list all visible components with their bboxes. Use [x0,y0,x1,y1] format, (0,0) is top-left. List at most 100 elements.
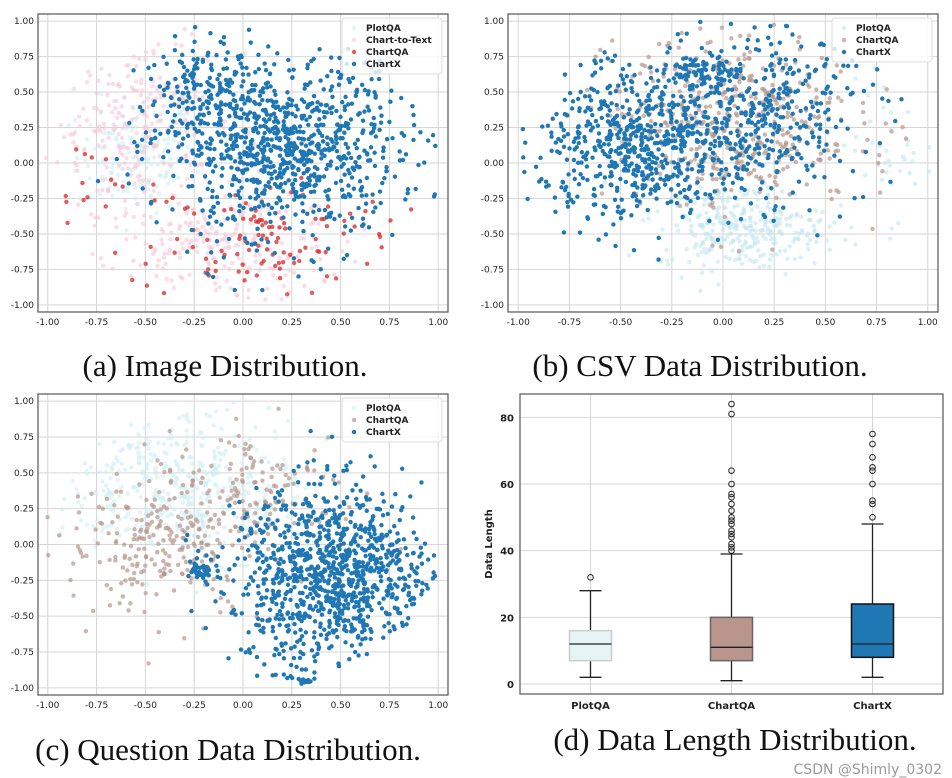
data-point [82,496,87,501]
data-point [104,582,109,588]
data-point [781,105,787,110]
data-point [783,271,788,277]
data-point [331,571,337,577]
data-point [184,439,190,445]
data-point [716,157,721,162]
data-point [743,232,749,237]
data-point [232,443,237,449]
data-point [804,182,809,187]
data-point [785,114,790,120]
data-point [104,496,110,502]
data-point [209,62,214,67]
data-point [622,132,628,138]
data-point [239,185,244,190]
data-point [205,271,210,276]
data-point [143,130,149,135]
data-point [91,608,96,614]
data-point [123,528,128,533]
data-point [200,59,206,64]
data-point [276,406,281,411]
data-point [340,194,346,199]
data-point [191,132,197,138]
data-point [349,175,355,180]
data-point [270,272,276,278]
data-point [291,67,296,72]
data-point [162,450,167,455]
data-point [262,61,267,66]
data-point [268,84,273,89]
data-point [371,209,376,215]
data-point [307,182,312,188]
data-point [71,593,76,598]
data-point [180,241,185,246]
data-point [758,253,763,259]
data-point [240,472,245,478]
data-point [246,295,251,300]
data-point [795,39,801,45]
data-point [174,463,180,468]
data-point [201,435,206,441]
data-point [316,204,322,209]
data-point [125,145,131,151]
data-point [280,157,285,162]
data-point [227,267,232,272]
data-point [165,525,171,531]
x-tick-label: 1.00 [918,318,938,328]
data-point [161,489,166,494]
data-point [190,489,195,494]
legend-label: PlotQA [856,24,891,34]
data-point [308,141,313,146]
data-point [174,441,179,446]
data-point [230,125,235,130]
data-point [771,87,776,93]
data-point [346,191,351,197]
data-point [753,47,759,52]
data-point [820,209,825,215]
data-point [717,91,722,96]
data-point [715,237,721,242]
data-point [688,228,694,233]
x-tick-label: 0.25 [282,318,302,328]
data-point [292,521,297,526]
data-point [280,601,285,606]
data-point [675,102,681,107]
data-point [277,209,282,215]
data-point [145,158,150,163]
data-point [147,478,152,484]
image-distribution-plot: -1.00 -0.75 -0.50 -0.25 0.00 0.25 0.50 0.75 1.00… [11,13,449,328]
data-point [148,199,154,205]
data-point [792,256,797,262]
data-point [247,471,252,476]
data-point [785,71,790,76]
data-point [239,84,244,89]
data-point [537,179,542,184]
data-point [654,156,660,161]
data-point [168,568,173,574]
data-point [191,495,196,500]
data-point [832,153,837,158]
y-tick-label: 0.75 [484,53,504,63]
data-point [147,439,152,444]
data-point [759,180,765,185]
data-point [200,94,206,100]
data-point [263,510,269,516]
data-point [697,145,702,150]
data-point [277,266,283,271]
data-point [55,160,60,165]
data-point [674,223,679,228]
data-point [214,219,219,224]
data-point [565,199,570,205]
data-point [571,139,577,145]
data-point [820,90,825,95]
data-point [85,164,91,169]
data-point [771,218,776,224]
data-point [250,82,255,88]
data-point [338,72,344,78]
data-point [675,161,681,167]
data-point [893,118,898,124]
data-point [122,553,128,558]
data-point [336,664,342,669]
data-point [227,179,233,184]
data-point [411,112,416,118]
data-point [416,162,421,168]
